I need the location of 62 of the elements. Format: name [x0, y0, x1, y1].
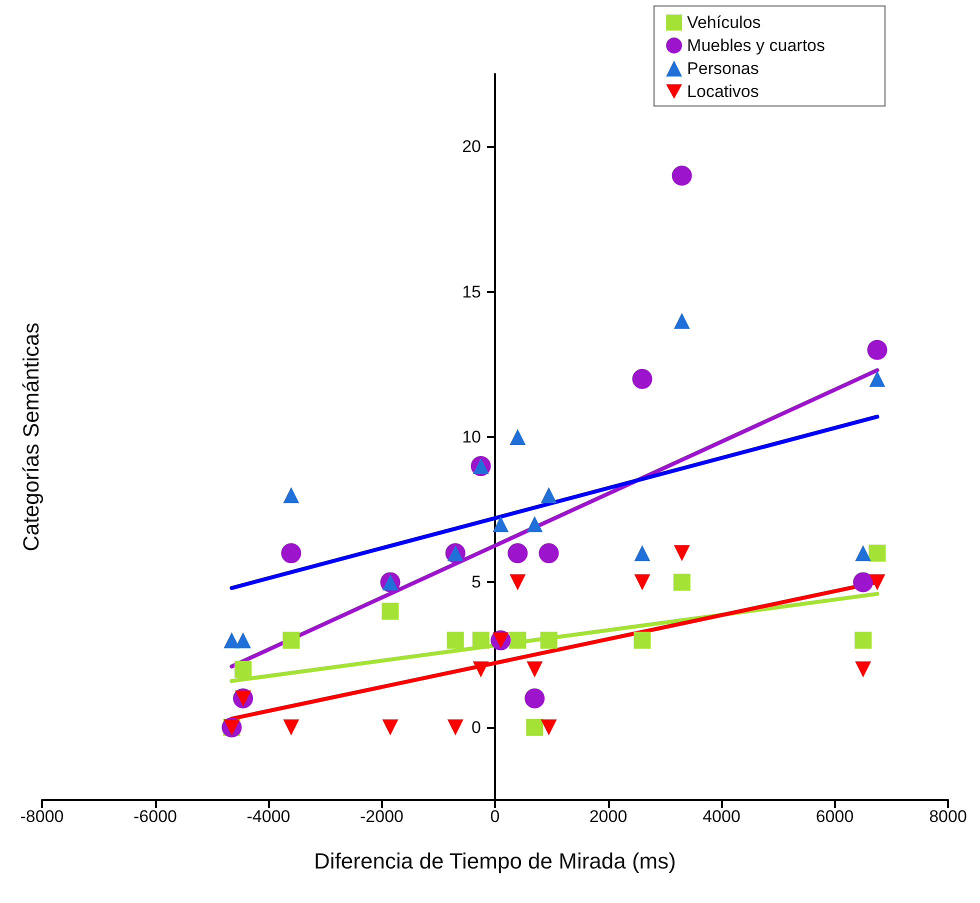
- point: [524, 688, 545, 708]
- point: [472, 632, 490, 649]
- x-tick-label: -6000: [134, 807, 177, 826]
- x-tick-label: -4000: [246, 807, 290, 826]
- point: [540, 719, 557, 736]
- point: [283, 487, 300, 504]
- point: [526, 516, 543, 532]
- point: [674, 312, 690, 329]
- x-tick-label: 6000: [816, 807, 854, 826]
- y-tick-label: 15: [462, 282, 481, 302]
- point: [540, 487, 557, 504]
- point: [472, 661, 489, 678]
- point: [234, 660, 252, 678]
- y-tick-label: 5: [472, 572, 481, 592]
- point: [855, 661, 872, 678]
- point: [854, 632, 872, 649]
- point: [446, 632, 464, 649]
- point: [281, 543, 302, 564]
- point: [869, 370, 886, 387]
- x-tick-label: 8000: [929, 807, 967, 826]
- legend-label: Locativos: [687, 82, 759, 101]
- point: [674, 545, 690, 562]
- point: [673, 574, 690, 591]
- x-tick-label: 2000: [589, 807, 628, 826]
- x-tick-label: 0: [490, 807, 500, 826]
- point: [867, 340, 888, 360]
- point: [538, 543, 559, 564]
- point: [632, 368, 652, 389]
- legend-label: Vehículos: [687, 13, 761, 32]
- point: [672, 166, 692, 186]
- point: [509, 632, 526, 649]
- x-tick-label: 4000: [702, 807, 740, 826]
- point: [447, 719, 464, 736]
- point: [510, 429, 526, 445]
- point: [526, 661, 543, 678]
- point: [492, 516, 509, 532]
- y-tick-label: 0: [472, 718, 481, 737]
- point: [526, 718, 544, 736]
- legend-label: Muebles y cuartos: [687, 36, 825, 55]
- x-axis-title: Diferencia de Tiempo de Mirada (ms): [314, 848, 676, 874]
- point: [382, 602, 399, 620]
- point: [283, 719, 300, 736]
- y-axis-title: Categorías Semánticas: [18, 322, 44, 552]
- y-tick-label: 10: [462, 428, 481, 446]
- point: [855, 545, 872, 562]
- x-tick-label: -8000: [20, 807, 64, 826]
- point: [282, 632, 300, 649]
- point: [869, 574, 886, 590]
- point: [508, 543, 528, 564]
- point: [510, 574, 526, 590]
- point: [634, 632, 651, 649]
- y-tick-label: 20: [462, 137, 481, 156]
- x-tick-label: -2000: [360, 807, 404, 826]
- point: [868, 544, 886, 562]
- point: [634, 545, 650, 562]
- point: [224, 632, 240, 648]
- point: [540, 632, 558, 649]
- point: [853, 572, 874, 592]
- legend-label: Personas: [687, 59, 759, 78]
- point: [235, 632, 252, 648]
- point: [634, 574, 650, 590]
- point: [382, 719, 398, 736]
